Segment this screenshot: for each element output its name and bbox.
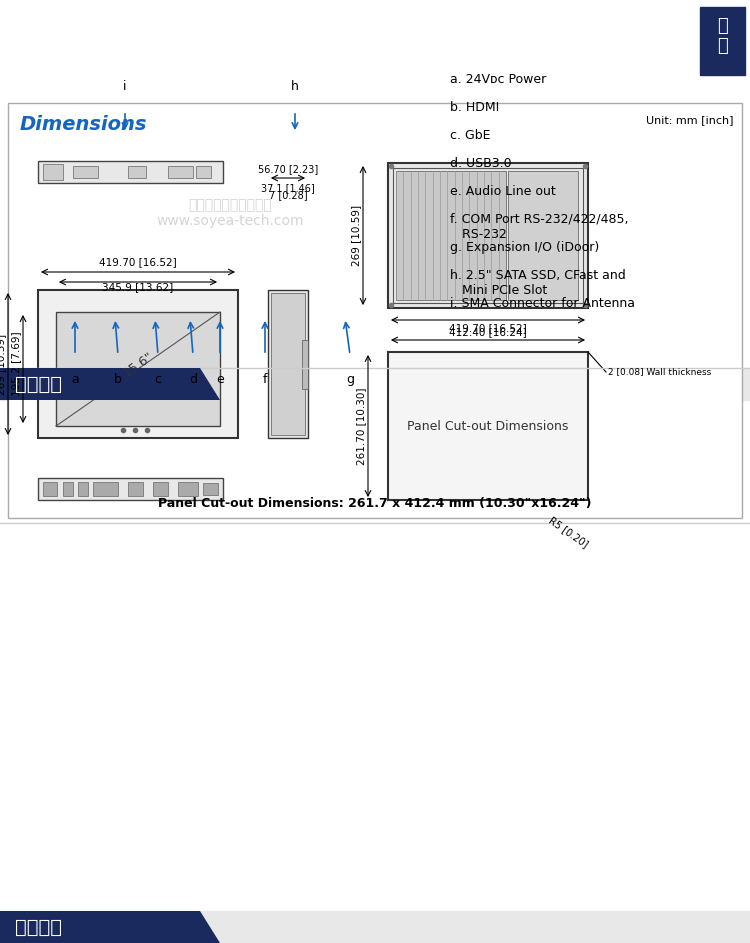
Bar xyxy=(63,482,73,496)
Bar xyxy=(70,143,390,303)
Text: 深圳硕远科技有限公司
www.soyea-tech.com: 深圳硕远科技有限公司 www.soyea-tech.com xyxy=(156,198,304,228)
Bar xyxy=(393,168,583,303)
Text: Panel Cut-out Dimensions: 261.7 x 412.4 mm (10.30"x16.24"): Panel Cut-out Dimensions: 261.7 x 412.4 … xyxy=(158,497,592,510)
Text: a: a xyxy=(71,373,79,386)
Bar xyxy=(70,143,300,253)
Bar xyxy=(305,153,385,283)
Text: g. Expansion I/O (iDoor): g. Expansion I/O (iDoor) xyxy=(450,241,599,254)
Bar xyxy=(170,301,182,315)
Text: Panel Cut-out Dimensions: Panel Cut-out Dimensions xyxy=(407,420,568,433)
Bar xyxy=(43,164,63,180)
Bar xyxy=(73,166,98,178)
Text: i: i xyxy=(123,80,127,93)
Polygon shape xyxy=(0,368,220,400)
Bar xyxy=(43,482,57,496)
Text: c: c xyxy=(154,373,161,386)
Bar xyxy=(396,171,506,300)
Bar xyxy=(0,368,750,400)
Text: 产品配置: 产品配置 xyxy=(15,918,62,936)
Text: Dimensions: Dimensions xyxy=(20,115,148,134)
Bar xyxy=(203,483,218,495)
Bar xyxy=(178,482,198,496)
Text: b. HDMI: b. HDMI xyxy=(450,101,500,114)
Bar xyxy=(302,340,308,389)
Bar xyxy=(8,103,742,518)
Text: h. 2.5" SATA SSD, CFast and
   Mini PCIe Slot: h. 2.5" SATA SSD, CFast and Mini PCIe Sl… xyxy=(450,269,626,297)
Bar xyxy=(271,293,305,435)
Text: Unit: mm [inch]: Unit: mm [inch] xyxy=(646,115,734,125)
Bar xyxy=(196,166,211,178)
Bar xyxy=(0,0,750,393)
Bar xyxy=(388,163,588,308)
Bar xyxy=(128,166,146,178)
Text: 2 [0.08] Wall thickness: 2 [0.08] Wall thickness xyxy=(608,368,711,376)
Text: 345.9 [13.62]: 345.9 [13.62] xyxy=(102,282,173,292)
Polygon shape xyxy=(0,911,220,943)
Bar xyxy=(140,301,152,315)
Bar xyxy=(93,482,118,496)
Text: 261.70 [10.30]: 261.70 [10.30] xyxy=(356,388,366,465)
Text: e. Audio Line out: e. Audio Line out xyxy=(450,185,556,198)
Text: 195.2 [7.69]: 195.2 [7.69] xyxy=(11,332,21,396)
Bar xyxy=(70,298,390,318)
Text: i. SMA Connector for Antenna: i. SMA Connector for Antenna xyxy=(450,297,635,310)
Text: 背
面: 背 面 xyxy=(717,17,728,56)
Bar xyxy=(128,482,143,496)
Text: 269 [10.59]: 269 [10.59] xyxy=(0,334,6,394)
Bar xyxy=(153,482,168,496)
Bar xyxy=(38,161,223,183)
Text: 产品参数: 产品参数 xyxy=(15,374,62,393)
Text: 7 [0.28]: 7 [0.28] xyxy=(268,190,308,200)
Bar xyxy=(80,301,92,315)
Text: d. USB3.0: d. USB3.0 xyxy=(450,157,512,170)
Bar xyxy=(268,290,308,438)
Bar xyxy=(388,352,588,500)
Text: e: e xyxy=(216,373,223,386)
Bar xyxy=(56,312,220,426)
Bar xyxy=(168,166,193,178)
Bar xyxy=(200,301,212,315)
Text: 412.40 [16.24]: 412.40 [16.24] xyxy=(449,327,526,337)
Text: 37.1 [1.46]: 37.1 [1.46] xyxy=(261,183,315,193)
Bar xyxy=(700,7,745,75)
Text: 15.6": 15.6" xyxy=(121,349,155,379)
Text: g: g xyxy=(346,373,354,386)
Text: 269 [10.59]: 269 [10.59] xyxy=(351,205,361,266)
Bar xyxy=(508,171,578,300)
Text: 419.70 [16.52]: 419.70 [16.52] xyxy=(99,257,177,267)
Text: a. 24Vᴅᴄ Power: a. 24Vᴅᴄ Power xyxy=(450,73,546,86)
Bar xyxy=(110,301,122,315)
Text: c. GbE: c. GbE xyxy=(450,129,491,142)
Text: 研华硕远科技有限公司
soyea-tech.com: 研华硕远科技有限公司 soyea-tech.com xyxy=(298,290,452,331)
Bar xyxy=(78,482,88,496)
Text: f: f xyxy=(262,373,267,386)
Text: f. COM Port RS-232/422/485,
   RS-232: f. COM Port RS-232/422/485, RS-232 xyxy=(450,213,628,241)
Bar xyxy=(38,290,238,438)
Bar xyxy=(38,478,223,500)
Text: 419.70 [16.52]: 419.70 [16.52] xyxy=(449,323,526,333)
Text: d: d xyxy=(189,373,197,386)
Bar xyxy=(55,123,405,333)
Text: b: b xyxy=(114,373,122,386)
Text: R5 [0.20]: R5 [0.20] xyxy=(547,515,590,549)
Text: 56.70 [2.23]: 56.70 [2.23] xyxy=(258,164,318,174)
Text: h: h xyxy=(291,80,299,93)
Bar xyxy=(0,911,750,943)
